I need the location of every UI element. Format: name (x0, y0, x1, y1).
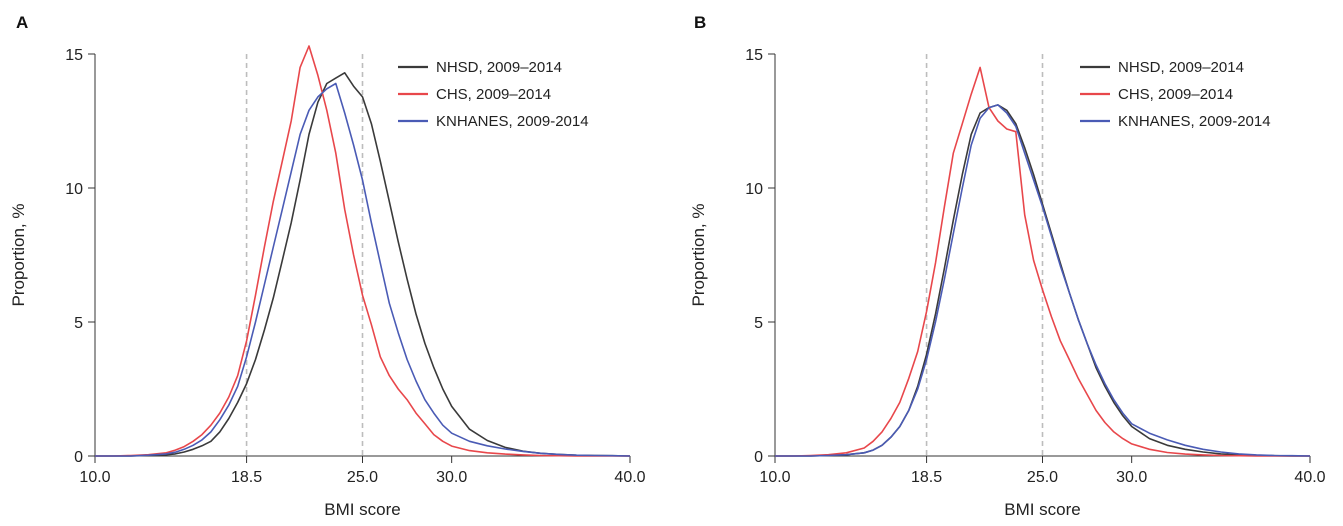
x-tick-label: 10.0 (759, 469, 790, 486)
series-line-nhsd (95, 72, 631, 457)
y-tick-label: 10 (65, 181, 83, 198)
panel-label: A (16, 13, 28, 32)
x-tick-label: 30.0 (1116, 469, 1147, 486)
legend-entry: NHSD, 2009–2014 (436, 59, 562, 76)
x-tick-label: 18.5 (231, 469, 262, 486)
y-tick-label: 0 (74, 449, 83, 466)
legend-entry: NHSD, 2009–2014 (1118, 59, 1244, 76)
chart-panel-b: B 0 5 10 15 10.0 18.5 25.0 30.0 40.0 BMI score Prop… (689, 13, 1326, 519)
series-line-knhanes (775, 104, 1311, 457)
x-tick-label: 18.5 (911, 469, 942, 486)
y-axis-title: Proportion, % (689, 204, 708, 307)
series-line-chs (95, 45, 630, 457)
legend-entry: CHS, 2009–2014 (436, 86, 551, 103)
x-tick-label: 40.0 (614, 469, 645, 486)
series-line-chs (775, 66, 1310, 457)
y-tick-label: 10 (745, 181, 763, 198)
y-tick-label: 5 (754, 315, 763, 332)
x-tick-label: 25.0 (1027, 469, 1058, 486)
y-tick-label: 15 (745, 47, 763, 64)
legend-entry: CHS, 2009–2014 (1118, 86, 1233, 103)
x-axis-title: BMI score (1004, 500, 1081, 519)
y-tick-label: 5 (74, 315, 83, 332)
legend-entry: KNHANES, 2009-2014 (1118, 113, 1271, 130)
legend-entry: KNHANES, 2009-2014 (436, 113, 589, 130)
x-tick-label: 30.0 (436, 469, 467, 486)
y-axis-title: Proportion, % (9, 204, 28, 307)
x-tick-label: 10.0 (79, 469, 110, 486)
x-tick-label: 40.0 (1294, 469, 1325, 486)
x-axis-title: BMI score (324, 500, 401, 519)
panel-label: B (694, 13, 706, 32)
chart-panel-a: A 0 5 10 15 10.0 18.5 25.0 30.0 40.0 BMI score Prop… (9, 13, 646, 519)
y-tick-label: 15 (65, 47, 83, 64)
x-tick-label: 25.0 (347, 469, 378, 486)
y-tick-label: 0 (754, 449, 763, 466)
series-line-knhanes (95, 82, 631, 457)
